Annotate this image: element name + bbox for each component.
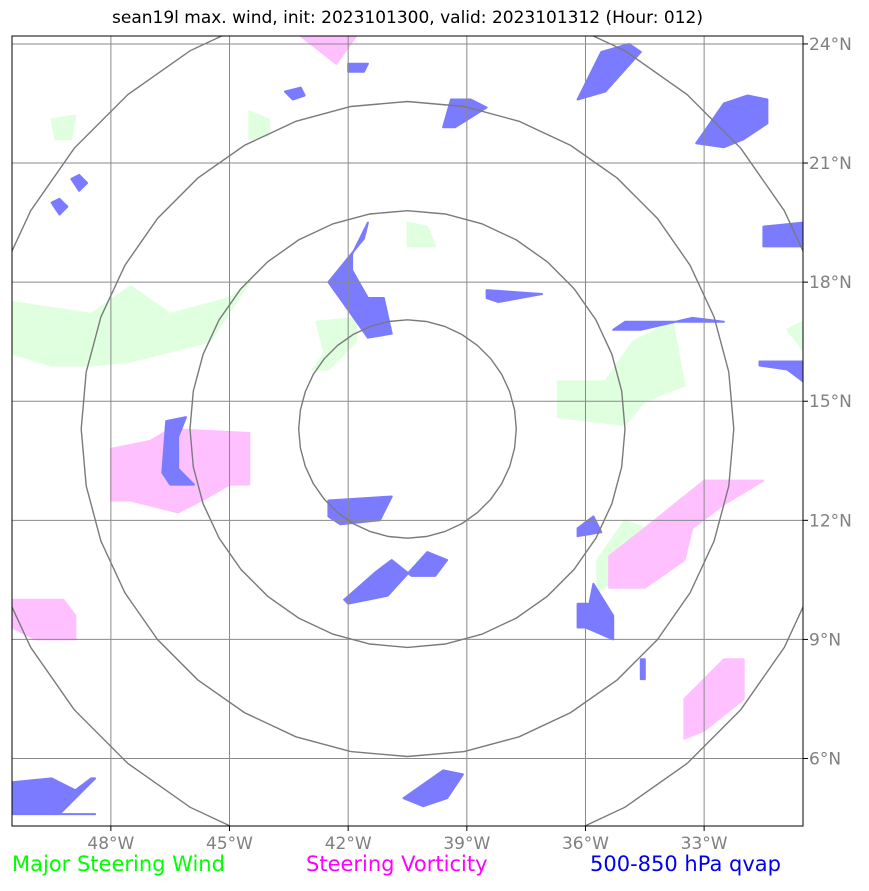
range-ring <box>297 319 518 539</box>
range-rings <box>12 36 803 826</box>
range-ring <box>80 100 735 758</box>
lat-tick-label: 24°N <box>809 35 852 55</box>
shaded-layers <box>12 36 803 816</box>
lon-tick-label: 48°W <box>87 834 134 854</box>
legend-steering-wind: Major Steering Wind <box>12 852 225 876</box>
plot-area <box>12 36 803 826</box>
lat-tick-label: 21°N <box>809 154 852 174</box>
lon-tick-label: 33°W <box>681 834 728 854</box>
lon-tick-label: 45°W <box>206 834 253 854</box>
plot-frame <box>11 35 804 827</box>
qvap-region <box>695 94 769 149</box>
steering-wind-region <box>50 114 77 141</box>
lat-tick-label: 15°N <box>809 392 852 412</box>
qvap-region <box>576 582 615 641</box>
steering-vorticity-region <box>683 658 745 740</box>
gridlines <box>12 36 803 826</box>
qvap-region <box>442 98 488 129</box>
qvap-region <box>576 42 642 101</box>
lon-tick-label: 39°W <box>443 834 490 854</box>
qvap-region <box>343 551 449 605</box>
qvap-region <box>161 416 195 486</box>
lat-tick-label: 12°N <box>809 511 852 531</box>
steering-wind-region <box>556 320 686 426</box>
legend-steering-vorticity: Steering Vorticity <box>306 852 488 876</box>
qvap-region <box>402 769 464 808</box>
lat-tick-label: 18°N <box>809 273 852 293</box>
qvap-region <box>283 86 306 101</box>
map-title: sean19l max. wind, init: 2023101300, val… <box>112 8 703 28</box>
qvap-region <box>758 360 803 383</box>
qvap-region <box>347 62 369 73</box>
range-ring <box>12 36 803 826</box>
qvap-region <box>12 777 97 816</box>
qvap-region <box>612 316 725 331</box>
steering-vorticity-region <box>608 479 765 589</box>
qvap-region <box>639 658 646 681</box>
steering-wind-region <box>406 221 437 248</box>
range-ring <box>189 209 626 649</box>
qvap-region <box>327 221 393 339</box>
legend-qvap: 500-850 hPa qvap <box>590 852 781 876</box>
qvap-region <box>70 173 89 192</box>
qvap-region <box>762 221 803 248</box>
qvap-region <box>485 289 543 303</box>
lat-tick-label: 6°N <box>809 750 841 770</box>
lon-tick-label: 42°W <box>325 834 372 854</box>
axis-ticks: 48°W 45°W 42°W 39°W 36°W 33°W 24°N 21°N 18°N 15°N… <box>87 35 851 854</box>
lat-tick-label: 9°N <box>809 630 841 650</box>
steering-wind-region <box>248 110 271 141</box>
steering-vorticity-region <box>299 36 358 65</box>
qvap-region <box>50 197 69 216</box>
steering-wind-region <box>786 320 803 351</box>
lon-tick-label: 36°W <box>562 834 609 854</box>
